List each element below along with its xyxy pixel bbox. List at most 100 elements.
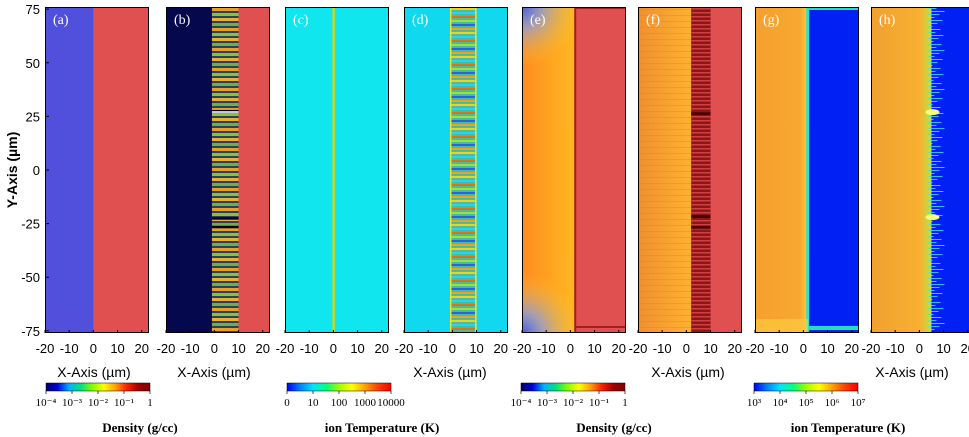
heat-finger	[928, 8, 937, 9]
grating-stripe	[691, 96, 711, 98]
heat-finger	[928, 23, 938, 24]
grating-stripe	[449, 136, 477, 138]
grating-stripe	[211, 223, 239, 226]
panel-label: (b)	[174, 13, 191, 28]
grating-stripe	[449, 144, 477, 146]
plasma-streak	[638, 309, 692, 310]
heat-finger	[928, 62, 938, 63]
plasma-streak	[638, 57, 692, 58]
grating-stripe	[211, 238, 239, 241]
grating-stripe	[449, 312, 477, 314]
grating-stripe	[449, 84, 477, 86]
grating-dense-spot	[691, 215, 711, 219]
grating-stripe	[691, 276, 711, 278]
panel-body	[638, 7, 742, 333]
grating-stripe	[691, 212, 711, 214]
heat-finger	[928, 17, 935, 18]
colorbar-2: 0 10 100 1000 10000	[284, 382, 405, 409]
x-tick-label: 0	[683, 341, 690, 356]
grating-stripe	[211, 263, 239, 266]
grating-stripe	[449, 284, 477, 286]
colorbar-4: 10³ 10⁴ 10⁵ 10⁶ 10⁷	[747, 382, 866, 409]
grating-stripe	[211, 273, 239, 276]
panel-body	[166, 7, 270, 333]
grating-stripe	[211, 328, 239, 331]
y-tick-label: 25	[26, 109, 40, 124]
plasma-streak	[638, 141, 692, 142]
grating-stripe	[449, 228, 477, 230]
plasma-streak	[638, 99, 692, 100]
plasma-streak	[638, 105, 692, 106]
plasma-streak	[638, 153, 692, 154]
panel-body	[285, 7, 389, 333]
grating-stripe	[449, 172, 477, 174]
grating-stripe	[449, 64, 477, 66]
grating-stripe	[691, 72, 711, 74]
grating-stripe	[691, 116, 711, 118]
grating-dense-spot	[691, 112, 711, 116]
plasma-streak	[638, 213, 692, 214]
heat-finger	[928, 203, 937, 204]
plasma-streak	[638, 129, 692, 130]
plasma-streak	[638, 291, 692, 292]
heat-finger	[928, 41, 934, 42]
grating-stripe	[211, 228, 239, 231]
plasma-corner-top	[522, 7, 582, 67]
heat-finger	[928, 83, 942, 84]
grating-stripe	[691, 152, 711, 154]
grating-stripe	[449, 8, 477, 10]
plasma-streak	[638, 237, 692, 238]
plasma-streak	[638, 303, 692, 304]
x-tick-label: 20	[375, 341, 389, 356]
grating-stripe	[211, 213, 239, 216]
y-tick-label: 0	[33, 163, 40, 178]
grating-stripe	[449, 276, 477, 278]
x-tick-label: -20	[276, 341, 295, 356]
grating-stripe	[449, 176, 477, 178]
x-tick-label: 0	[800, 341, 807, 356]
x-tick-label: -20	[36, 341, 55, 356]
grating-void	[211, 109, 239, 113]
grating-stripe	[211, 118, 239, 121]
heat-finger	[928, 98, 943, 99]
x-tick-label: -10	[300, 341, 319, 356]
x-tick-label: 10	[936, 341, 950, 356]
grating-stripe	[211, 288, 239, 291]
plasma-streak	[638, 45, 692, 46]
colorbar-strip	[753, 382, 859, 392]
colorbar-tick-label: 10⁻²	[563, 397, 584, 409]
plasma-corner-bottom	[522, 273, 582, 333]
y-axis: Y-Axis (µm) 75 50 25 0 -25 -50 -75	[4, 2, 49, 339]
grating-stripe	[449, 260, 477, 262]
heat-finger	[928, 125, 937, 126]
heat-finger	[928, 194, 939, 195]
plasma-streak	[638, 285, 692, 286]
grating-stripe	[691, 52, 711, 54]
heat-finger	[928, 242, 937, 243]
y-ticks: 75 50 25 0 -25 -50 -75	[21, 2, 49, 339]
heat-finger	[928, 143, 933, 144]
grating-stripe	[449, 168, 477, 170]
grating-stripe	[691, 164, 711, 166]
panel-g: (g)	[754, 7, 859, 333]
x-tick-label: -10	[653, 341, 672, 356]
grating-stripe	[449, 48, 477, 50]
heat-finger	[928, 29, 941, 30]
heat-finger	[928, 11, 945, 12]
x-axis-label-5: X-Axis (µm)	[875, 364, 948, 380]
heat-finger	[928, 302, 941, 303]
grating-stripe	[691, 312, 711, 314]
x-tick-label: 20	[256, 341, 270, 356]
grating-stripe	[211, 323, 239, 326]
grating-stripe	[691, 252, 711, 254]
grating-stripe	[449, 212, 477, 214]
plasma-streak	[638, 243, 692, 244]
grating-stripe	[449, 120, 477, 122]
plasma-streak	[638, 225, 692, 226]
grating-stripe	[211, 73, 239, 76]
grating-stripe	[691, 104, 711, 106]
colorbar-tick-label: 1	[147, 397, 153, 409]
panel-h: (h)	[870, 7, 969, 333]
heat-finger	[928, 53, 940, 54]
